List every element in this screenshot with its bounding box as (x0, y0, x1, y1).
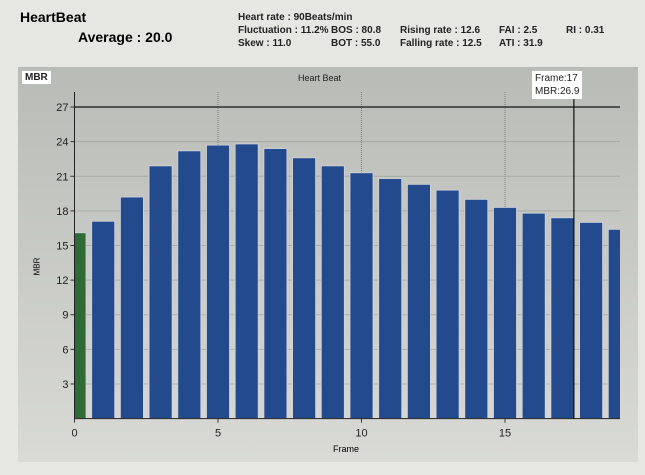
corner-label: MBR (22, 71, 51, 84)
bar (206, 144, 230, 419)
bar (263, 148, 288, 419)
y-tick-label: 9 (62, 310, 68, 322)
bar (464, 198, 489, 419)
fai: FAI : 2.5 (499, 25, 538, 36)
fluctuation: Fluctuation : 11.2% (238, 25, 329, 36)
skew: Skew : 11.0 (238, 38, 292, 49)
y-tick-label: 27 (56, 102, 68, 114)
rising-rate: Rising rate : 12.6 (400, 25, 481, 36)
bar (550, 217, 575, 419)
cursor-frame: Frame:17 (535, 73, 578, 84)
bar (177, 150, 202, 419)
cursor-mbr: MBR:26.9 (535, 86, 580, 97)
bar (435, 189, 460, 419)
y-tick-label: 3 (62, 379, 68, 391)
bot: BOT : 55.0 (331, 38, 381, 49)
y-tick-label: 21 (56, 171, 68, 183)
cursor-readout: Frame:17 MBR:26.9 (532, 71, 583, 99)
bar (320, 165, 345, 419)
bar (91, 220, 116, 419)
bar (120, 196, 144, 419)
x-axis-label: Frame (333, 444, 360, 454)
average-value: Average : 20.0 (78, 29, 173, 45)
y-tick-label: 24 (56, 137, 68, 149)
bar (292, 157, 317, 419)
chart-title: Heart Beat (298, 73, 342, 83)
y-tick-label: 12 (56, 275, 68, 287)
bar (406, 183, 431, 419)
bar (521, 212, 546, 419)
ati: ATI : 31.9 (499, 38, 543, 49)
bar (493, 207, 517, 419)
x-tick-label: 15 (499, 428, 511, 440)
bar (349, 172, 374, 419)
y-tick-label: 15 (56, 241, 68, 253)
y-tick-label: 6 (62, 344, 68, 356)
bar (74, 232, 87, 419)
bar (234, 143, 259, 419)
heart-rate: Heart rate : 90Beats/min (238, 12, 353, 23)
bar (579, 222, 603, 419)
ri: RI : 0.31 (566, 25, 605, 36)
x-tick-label: 5 (215, 428, 221, 440)
bar (148, 165, 173, 419)
bar (378, 178, 403, 419)
y-axis-label: MBR (32, 257, 42, 276)
y-tick-label: 18 (56, 206, 68, 218)
bar (607, 228, 620, 419)
x-tick-label: 0 (71, 428, 77, 440)
falling-rate: Falling rate : 12.5 (400, 38, 482, 49)
bos: BOS : 80.8 (331, 25, 382, 36)
x-tick-label: 10 (355, 428, 367, 440)
app-title: HeartBeat (20, 9, 87, 25)
